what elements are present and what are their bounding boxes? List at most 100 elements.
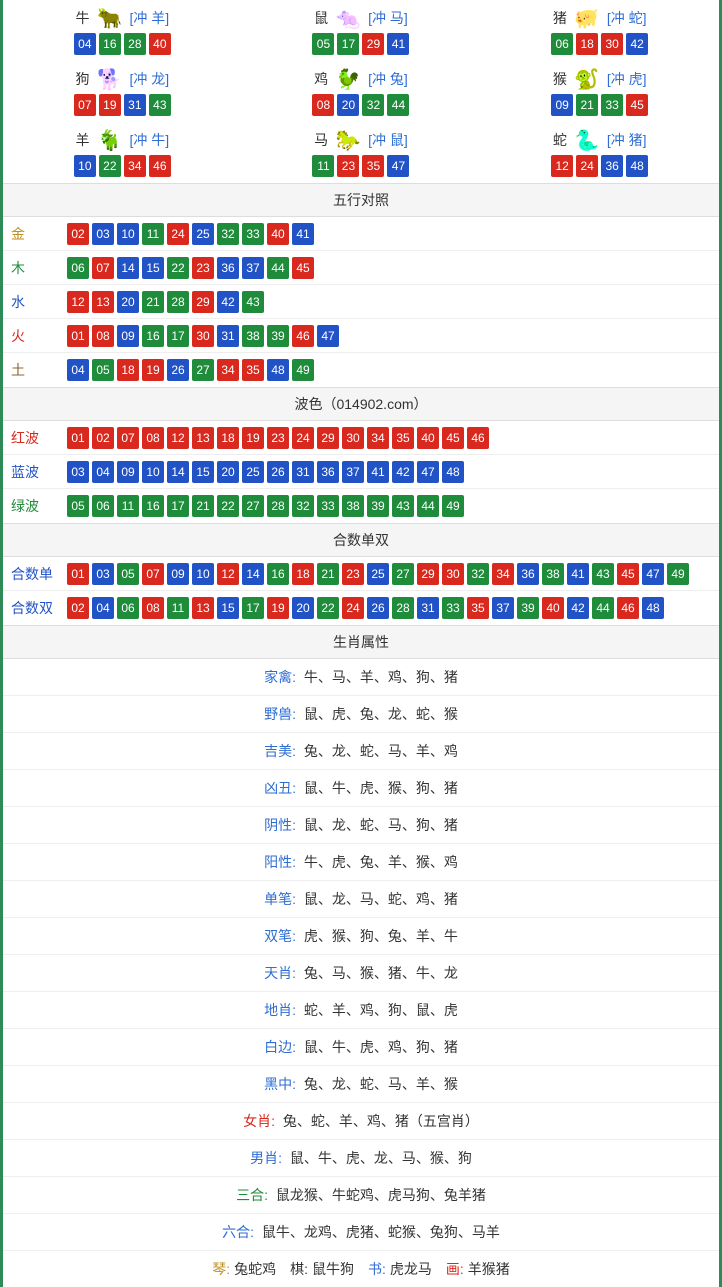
number-ball: 13 bbox=[92, 291, 114, 313]
attr-value: 鼠牛、龙鸡、虎猪、蛇猴、兔狗、马羊 bbox=[258, 1224, 500, 1240]
key-ball-row: 05061116172122272832333839434449 bbox=[67, 495, 464, 517]
number-ball: 23 bbox=[267, 427, 289, 449]
number-ball: 31 bbox=[124, 94, 146, 116]
number-ball: 13 bbox=[192, 427, 214, 449]
key-ball-row: 1213202128294243 bbox=[67, 291, 264, 313]
number-ball: 42 bbox=[626, 33, 648, 55]
attr-row: 地肖: 蛇、羊、鸡、狗、鼠、虎 bbox=[3, 992, 719, 1029]
bose-header: 波色（014902.com） bbox=[3, 387, 719, 421]
number-ball: 08 bbox=[142, 597, 164, 619]
key-label: 木 bbox=[11, 258, 57, 278]
number-ball: 33 bbox=[242, 223, 264, 245]
number-ball: 28 bbox=[124, 33, 146, 55]
number-ball: 14 bbox=[117, 257, 139, 279]
attr-row: 家禽: 牛、马、羊、鸡、狗、猪 bbox=[3, 659, 719, 696]
number-ball: 20 bbox=[117, 291, 139, 313]
number-ball: 28 bbox=[167, 291, 189, 313]
zodiac-icon: 🐖 bbox=[571, 8, 603, 28]
zodiac-title-row: 马🐎[冲 鼠] bbox=[314, 130, 408, 150]
number-ball: 49 bbox=[667, 563, 689, 585]
attr-label: 棋: bbox=[290, 1261, 308, 1277]
number-ball: 17 bbox=[242, 597, 264, 619]
zodiac-chong: [冲 龙] bbox=[129, 69, 169, 89]
number-ball: 41 bbox=[367, 461, 389, 483]
number-ball: 22 bbox=[167, 257, 189, 279]
zodiac-title-row: 猪🐖[冲 蛇] bbox=[553, 8, 647, 28]
attr-label: 双笔: bbox=[264, 928, 296, 944]
number-ball: 24 bbox=[292, 427, 314, 449]
key-ball-row: 0204060811131517192022242628313335373940… bbox=[67, 597, 664, 619]
zodiac-chong: [冲 牛] bbox=[129, 130, 169, 150]
number-ball: 31 bbox=[217, 325, 239, 347]
attr-header: 生肖属性 bbox=[3, 625, 719, 659]
zodiac-icon: 🐍 bbox=[571, 130, 603, 150]
zodiac-cell: 狗🐕[冲 龙]07193143 bbox=[3, 61, 242, 122]
wuxing-header: 五行对照 bbox=[3, 183, 719, 217]
number-ball: 10 bbox=[117, 223, 139, 245]
number-ball: 46 bbox=[617, 597, 639, 619]
number-ball: 36 bbox=[601, 155, 623, 177]
number-ball: 21 bbox=[142, 291, 164, 313]
number-ball: 36 bbox=[517, 563, 539, 585]
attr-value: 兔、龙、蛇、马、羊、猴 bbox=[300, 1076, 458, 1092]
number-ball: 32 bbox=[217, 223, 239, 245]
zodiac-chong: [冲 兔] bbox=[368, 69, 408, 89]
number-ball: 39 bbox=[517, 597, 539, 619]
attr-row-footer: 琴:兔蛇鸡 棋:鼠牛狗 书:虎龙马 画:羊猴猪 bbox=[3, 1251, 719, 1287]
number-ball: 03 bbox=[67, 461, 89, 483]
attr-label: 女肖: bbox=[243, 1113, 275, 1129]
key-row: 红波0102070812131819232429303435404546 bbox=[3, 421, 719, 455]
number-ball: 41 bbox=[387, 33, 409, 55]
key-label: 红波 bbox=[11, 428, 57, 448]
key-ball-row: 02031011242532334041 bbox=[67, 223, 314, 245]
zodiac-chong: [冲 马] bbox=[368, 8, 408, 28]
number-ball: 11 bbox=[312, 155, 334, 177]
number-ball: 47 bbox=[642, 563, 664, 585]
number-ball: 47 bbox=[317, 325, 339, 347]
number-ball: 22 bbox=[99, 155, 121, 177]
number-ball: 10 bbox=[192, 563, 214, 585]
zodiac-icon: 🐕 bbox=[93, 69, 125, 89]
attr-label: 男肖: bbox=[250, 1150, 282, 1166]
key-row: 绿波05061116172122272832333839434449 bbox=[3, 489, 719, 523]
number-ball: 03 bbox=[92, 223, 114, 245]
number-ball: 48 bbox=[267, 359, 289, 381]
number-ball: 47 bbox=[417, 461, 439, 483]
key-ball-row: 04051819262734354849 bbox=[67, 359, 314, 381]
number-ball: 21 bbox=[192, 495, 214, 517]
number-ball: 07 bbox=[142, 563, 164, 585]
number-ball: 08 bbox=[92, 325, 114, 347]
number-ball: 23 bbox=[337, 155, 359, 177]
number-ball: 39 bbox=[367, 495, 389, 517]
number-ball: 18 bbox=[292, 563, 314, 585]
number-ball: 21 bbox=[317, 563, 339, 585]
zodiac-chong: [冲 鼠] bbox=[368, 130, 408, 150]
number-ball: 24 bbox=[576, 155, 598, 177]
attr-label: 琴: bbox=[212, 1261, 230, 1277]
number-ball: 15 bbox=[192, 461, 214, 483]
zodiac-icon: 🐀 bbox=[332, 8, 364, 28]
zodiac-icon: 🐐 bbox=[93, 130, 125, 150]
number-ball: 20 bbox=[337, 94, 359, 116]
number-ball: 20 bbox=[217, 461, 239, 483]
number-ball: 29 bbox=[417, 563, 439, 585]
number-ball: 43 bbox=[592, 563, 614, 585]
number-ball: 19 bbox=[267, 597, 289, 619]
zodiac-chong: [冲 猪] bbox=[607, 130, 647, 150]
number-ball: 19 bbox=[142, 359, 164, 381]
number-ball: 02 bbox=[67, 223, 89, 245]
number-ball: 12 bbox=[551, 155, 573, 177]
number-ball: 45 bbox=[626, 94, 648, 116]
number-ball: 34 bbox=[492, 563, 514, 585]
number-ball: 18 bbox=[217, 427, 239, 449]
zodiac-grid: 牛🐂[冲 羊]04162840鼠🐀[冲 马]05172941猪🐖[冲 蛇]061… bbox=[3, 0, 719, 183]
key-label: 水 bbox=[11, 292, 57, 312]
number-ball: 24 bbox=[342, 597, 364, 619]
number-ball: 33 bbox=[442, 597, 464, 619]
number-ball: 44 bbox=[387, 94, 409, 116]
number-ball: 10 bbox=[142, 461, 164, 483]
attr-row: 三合: 鼠龙猴、牛蛇鸡、虎马狗、兔羊猪 bbox=[3, 1177, 719, 1214]
number-ball: 45 bbox=[617, 563, 639, 585]
zodiac-icon: 🐒 bbox=[571, 69, 603, 89]
zodiac-chong: [冲 虎] bbox=[607, 69, 647, 89]
